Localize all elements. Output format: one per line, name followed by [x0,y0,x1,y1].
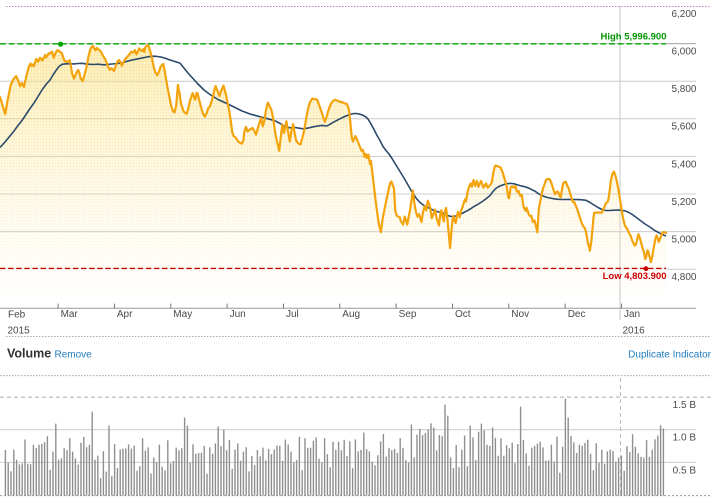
svg-text:6,000: 6,000 [671,47,696,58]
svg-text:Apr: Apr [117,309,133,320]
svg-text:0.5 B: 0.5 B [673,465,697,476]
svg-text:5,600: 5,600 [671,122,696,133]
svg-text:5,200: 5,200 [671,197,696,208]
svg-text:Jan: Jan [624,309,640,320]
svg-text:Low 4,803.900: Low 4,803.900 [603,271,667,282]
svg-text:May: May [173,309,192,320]
svg-text:1.5 B: 1.5 B [673,400,697,411]
svg-text:Oct: Oct [455,309,471,320]
svg-text:2015: 2015 [8,325,31,336]
svg-text:Volume: Volume [7,347,51,361]
svg-text:4,800: 4,800 [671,272,696,283]
svg-text:Feb: Feb [8,310,26,321]
svg-text:1.0 B: 1.0 B [673,433,697,444]
svg-text:Dec: Dec [568,309,586,320]
svg-text:Jul: Jul [286,309,299,320]
svg-text:5,000: 5,000 [671,235,696,246]
svg-text:5,400: 5,400 [671,159,696,170]
svg-text:Duplicate Indicator: Duplicate Indicator [628,350,711,361]
svg-text:High 5,996.900: High 5,996.900 [600,31,666,42]
svg-text:5,800: 5,800 [671,84,696,95]
svg-text:6,200: 6,200 [671,9,696,20]
svg-text:Sep: Sep [399,309,417,320]
svg-text:Jun: Jun [230,309,246,320]
svg-text:Nov: Nov [511,309,529,320]
svg-text:Mar: Mar [61,309,79,320]
svg-text:Remove: Remove [55,350,93,361]
svg-text:2016: 2016 [623,325,646,336]
svg-text:Aug: Aug [342,309,360,320]
